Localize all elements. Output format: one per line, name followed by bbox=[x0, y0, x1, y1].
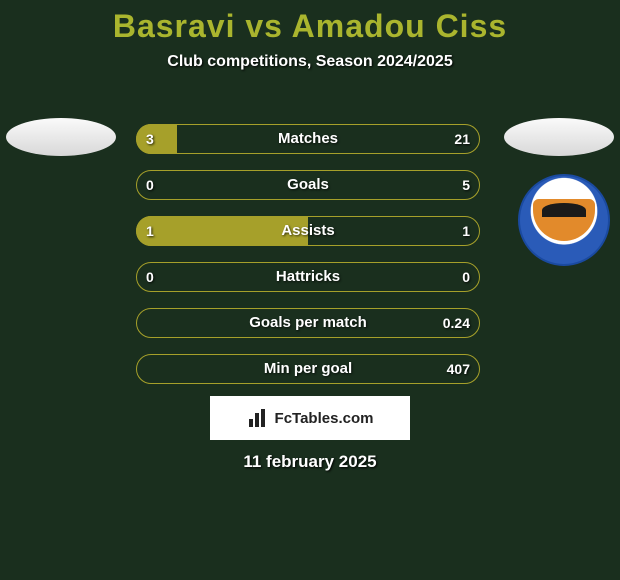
stat-row: 11Assists bbox=[136, 216, 480, 246]
stat-row: 05Goals bbox=[136, 170, 480, 200]
stat-label: Min per goal bbox=[136, 354, 480, 384]
team-crest-icon bbox=[533, 199, 595, 241]
stat-row: 00Hattricks bbox=[136, 262, 480, 292]
stat-label: Goals bbox=[136, 170, 480, 200]
stats-bars: 321Matches 05Goals 11Assists 00Hattricks 0.2… bbox=[136, 124, 480, 400]
comparison-subtitle: Club competitions, Season 2024/2025 bbox=[0, 53, 620, 71]
source-label: FcTables.com bbox=[275, 410, 374, 427]
stat-label: Hattricks bbox=[136, 262, 480, 292]
player-left-badge bbox=[6, 118, 116, 156]
stat-row: 407Min per goal bbox=[136, 354, 480, 384]
stat-label: Assists bbox=[136, 216, 480, 246]
player-right-badge bbox=[504, 118, 614, 156]
comparison-date: 11 february 2025 bbox=[0, 452, 620, 472]
comparison-title: Basravi vs Amadou Ciss bbox=[0, 0, 620, 45]
stat-label: Matches bbox=[136, 124, 480, 154]
stat-label: Goals per match bbox=[136, 308, 480, 338]
stat-row: 0.24Goals per match bbox=[136, 308, 480, 338]
source-footer: FcTables.com bbox=[210, 396, 410, 440]
stat-row: 321Matches bbox=[136, 124, 480, 154]
bars-icon bbox=[247, 407, 269, 429]
team-badge-right bbox=[518, 174, 610, 266]
